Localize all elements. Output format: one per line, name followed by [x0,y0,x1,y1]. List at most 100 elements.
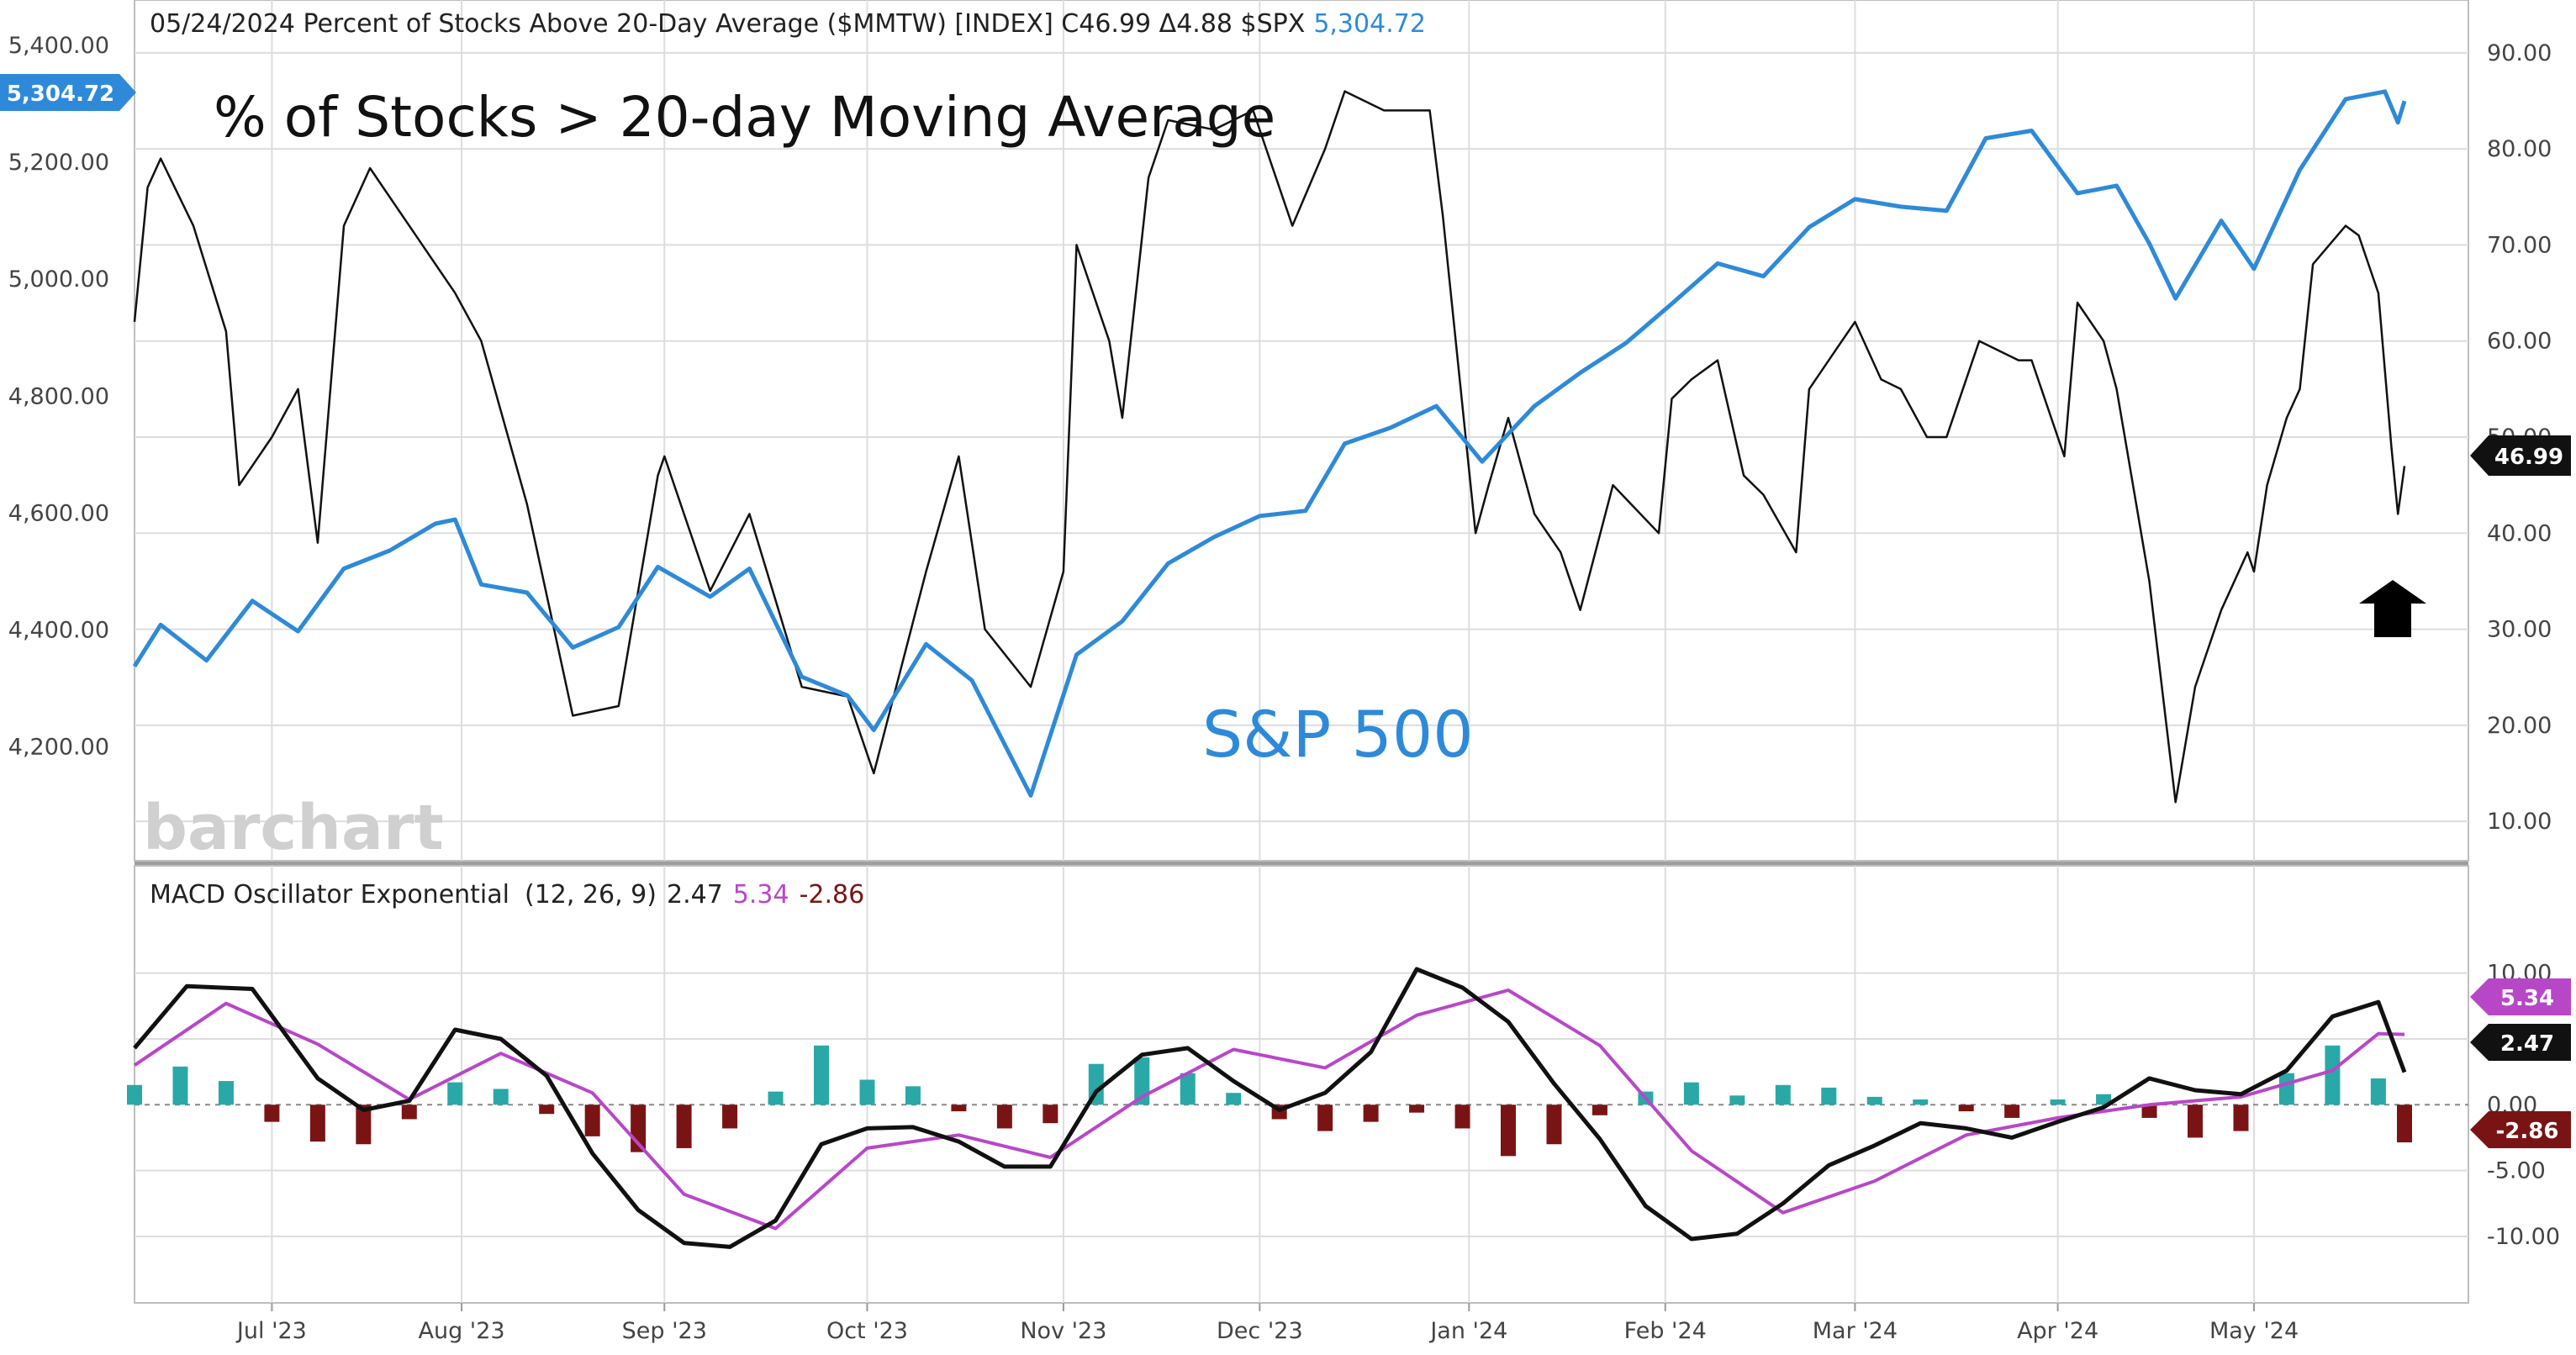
macd-histogram-bar [2188,1105,2204,1138]
x-tick-label: May '24 [2209,1318,2299,1344]
macd-histogram-bar [264,1105,280,1122]
x-tick-label: Oct '23 [826,1318,908,1344]
price-panel-frame [134,0,2469,862]
mmtw-flag: 46.99 [2470,435,2571,476]
macd-series [127,967,2412,1249]
left-y-tick-label: 4,200.00 [8,735,109,761]
left-y-tick-label: 4,800.00 [8,383,109,409]
right-y-tick-label: 60.00 [2487,329,2552,355]
header-spx-value: 5,304.72 [1313,9,1426,39]
arrow-up-icon [2359,580,2426,637]
macd-histogram-bar [722,1105,738,1129]
macd-y-tick-label: -10.00 [2487,1224,2560,1250]
macd-histogram-bar [2233,1105,2249,1131]
left-y-axis: 4,200.00 4,400.00 4,600.00 4,800.00 5,000.00… [8,33,109,761]
macd-histogram-bar [1454,1105,1470,1129]
x-tick-label: Sep '23 [622,1318,707,1344]
left-y-tick-label: 5,400.00 [8,33,109,59]
macd-histogram-bar [1958,1105,1974,1112]
macd-histogram-bar [905,1086,921,1105]
macd-flag: 2.47 [2470,1024,2571,1061]
right-y-tick-label: 10.00 [2487,809,2552,835]
macd-histogram-bar [309,1105,325,1142]
left-y-tick-label: 4,600.00 [8,500,109,526]
macd-header: MACD Oscillator Exponential (12, 26, 9) 2.… [150,880,864,909]
signal-line [133,989,2405,1231]
spx-flag-shape [0,74,136,111]
macd-histogram-bar [1866,1096,1882,1105]
macd-histogram-bar [1363,1105,1379,1122]
macd-histogram-bar [996,1105,1012,1129]
header-title: 05/24/2024 Percent of Stocks Above 20-Da… [150,9,1305,39]
main-annotation: % of Stocks > 20-day Moving Average [214,85,1275,150]
x-axis: Jul '23 Aug '23 Sep '23 Oct '23 Nov '23 Dec '… [235,1303,2299,1344]
mmtw-line [133,90,2406,804]
macd-params: (12, 26, 9) [525,880,657,909]
macd-histogram-bar [172,1066,188,1105]
macd-histogram-bar [676,1105,692,1148]
left-y-tick-label: 5,200.00 [8,150,109,176]
macd-histogram-bar [814,1045,830,1105]
macd-histogram-bar [1501,1105,1517,1157]
hist-flag-shape [2470,1111,2571,1148]
right-y-tick-label: 80.00 [2487,136,2552,162]
macd-panel-frame [134,865,2469,1304]
macd-line [133,967,2407,1249]
signal-flag-text: 5.34 [2500,986,2554,1011]
barchart-watermark: barchart [143,792,444,864]
spx-line [132,89,2407,798]
macd-histogram-bar [1821,1087,1837,1105]
macd-histogram-bar [951,1105,967,1112]
macd-histogram-bar [1409,1105,1425,1113]
macd-histogram-bar [218,1081,234,1105]
hist-flag: -2.86 [2470,1111,2571,1148]
macd-histogram-bar [356,1105,372,1145]
right-y-tick-label: 90.00 [2487,40,2552,66]
hist-flag-text: -2.86 [2496,1119,2559,1144]
x-tick-label: Aug '23 [419,1318,505,1344]
macd-histogram-bar [2050,1099,2066,1105]
macd-histogram-bar [2096,1094,2112,1105]
macd-histogram-bar [2397,1105,2412,1143]
macd-histogram-bar [1775,1084,1791,1105]
x-tick-label: Jan '24 [1428,1318,1507,1344]
x-tick-label: Dec '23 [1217,1318,1303,1344]
x-tick-label: Nov '23 [1020,1318,1106,1344]
macd-histogram-bar [2141,1105,2157,1118]
macd-histogram-bar [447,1082,463,1105]
left-y-tick-label: 4,400.00 [8,618,109,644]
macd-histogram-bar [1226,1093,1242,1105]
macd-histogram-bar [1592,1105,1607,1115]
price-series [132,89,2407,804]
macd-flag-text: 2.47 [2500,1031,2554,1057]
x-tick-label: Feb '24 [1624,1318,1707,1344]
macd-value: 2.47 [667,880,723,909]
gridlines [135,0,2468,1303]
right-y-tick-label: 40.00 [2487,520,2552,546]
macd-name: MACD Oscillator Exponential [150,880,509,909]
right-y-tick-label: 20.00 [2487,713,2552,739]
x-tick-label: Mar '24 [1813,1318,1898,1344]
macd-histogram-bar [1180,1073,1196,1105]
mmtw-flag-shape [2470,435,2571,476]
x-tick-label: Apr '24 [2017,1318,2098,1344]
chart-header: 05/24/2024 Percent of Stocks Above 20-Da… [150,9,1426,39]
right-y-tick-label: 70.00 [2487,232,2552,258]
macd-histogram-bar [2004,1105,2020,1118]
left-y-tick-label: 5,000.00 [8,266,109,293]
macd-histogram-bar [584,1105,600,1136]
signal-flag-shape [2470,978,2571,1015]
macd-histogram-bar [1134,1057,1150,1105]
macd-histogram-bar [127,1084,142,1105]
x-tick-label: Jul '23 [235,1318,307,1344]
macd-flag-shape [2470,1024,2571,1061]
macd-histogram-bar [1683,1082,1699,1105]
spx-flag: 5,304.72 [0,74,136,111]
spx-flag-text: 5,304.72 [7,82,114,107]
macd-histogram-bar [768,1091,784,1105]
macd-histogram-bar [2370,1078,2386,1105]
macd-histogram-bar [1913,1099,1929,1105]
macd-histogram-bar [1317,1105,1333,1131]
